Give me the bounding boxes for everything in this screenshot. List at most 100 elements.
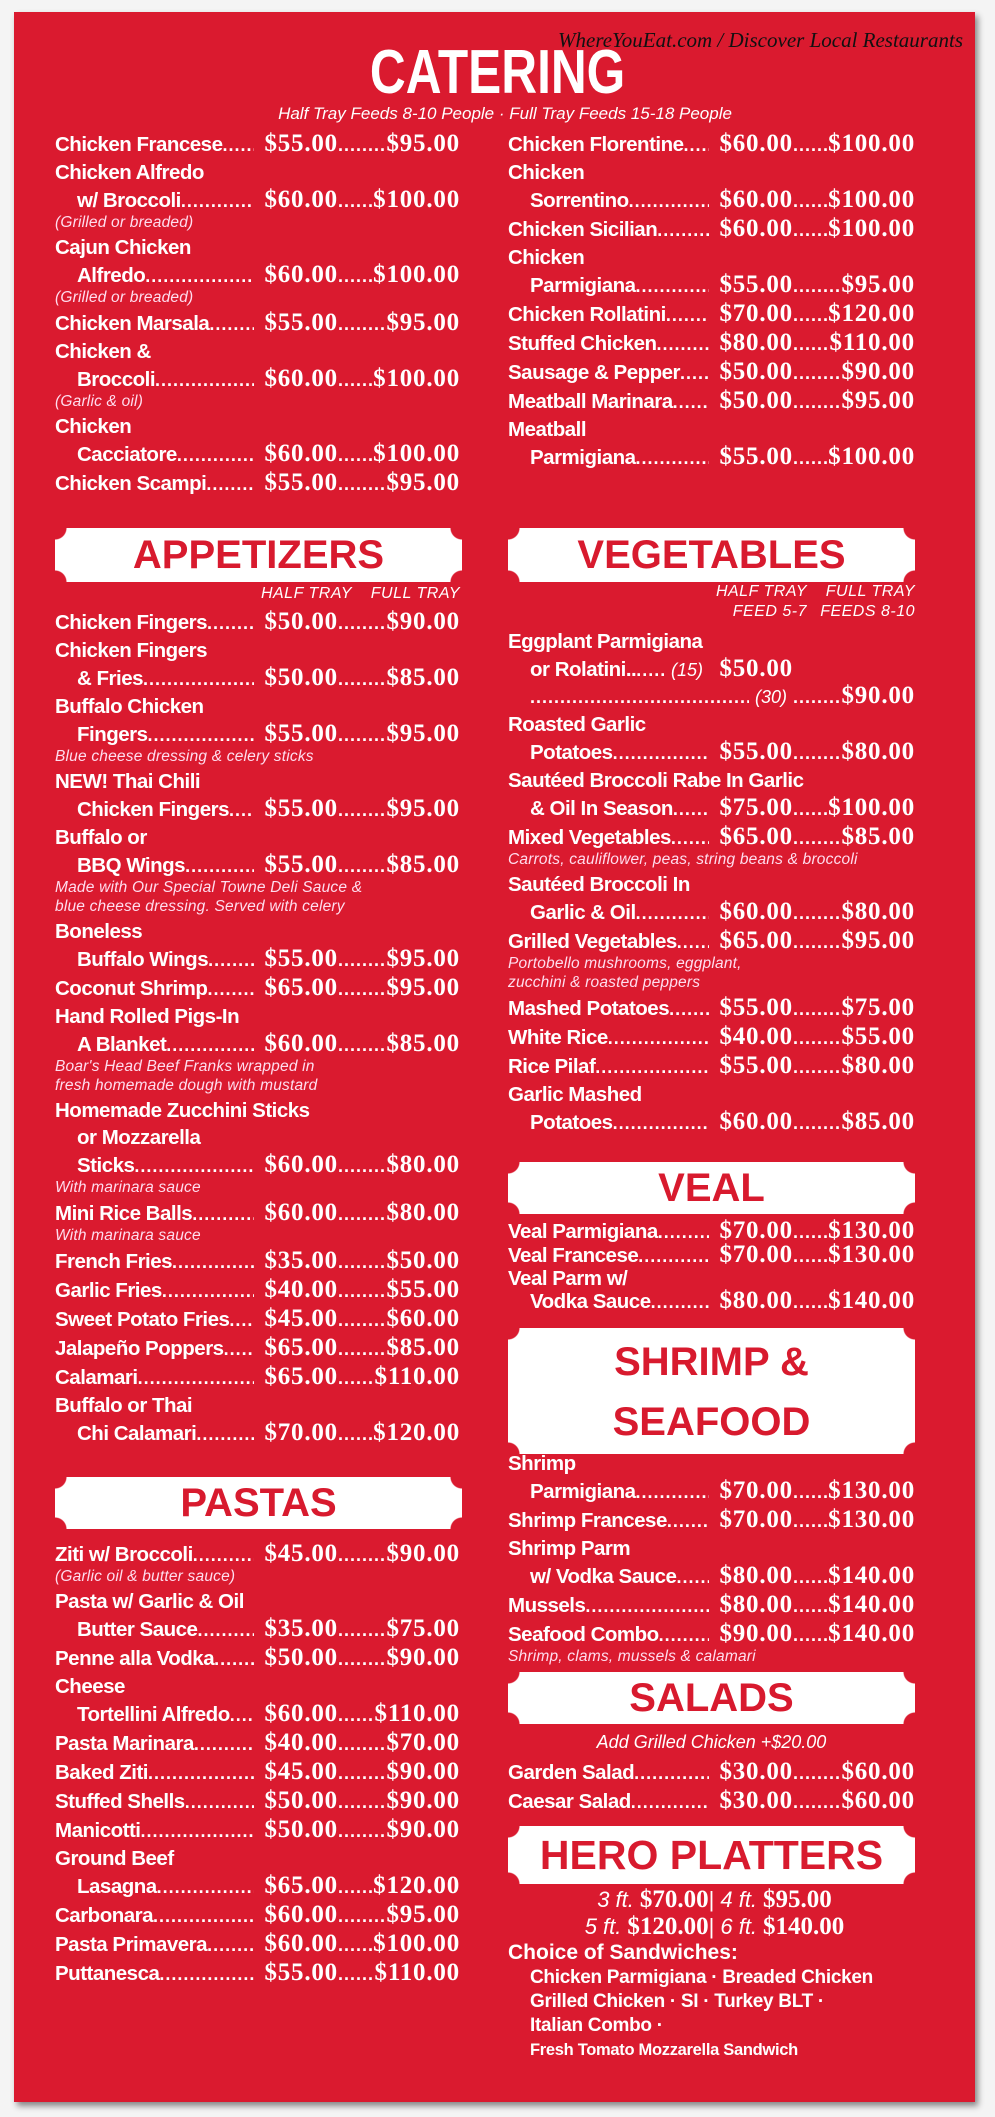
item-name: Cajun Chicken <box>55 236 191 259</box>
hero-prices: 3 ft. $70.00| 4 ft. $95.00 5 ft. $120.00| 6 ft… <box>508 1886 915 1940</box>
page-title: CATERING <box>369 38 626 107</box>
dot-leader <box>140 1818 254 1845</box>
half-tray-price: $40.00 <box>264 1276 338 1303</box>
full-tray-column: $110.00 <box>338 1700 460 1729</box>
full-tray-column: $90.00 <box>793 358 915 387</box>
item-description: zucchini & roasted peppers <box>508 974 701 991</box>
half-tray-price: $60.00 <box>719 1108 793 1135</box>
full-tray-price: $100.00 <box>373 365 460 392</box>
menu-item: Calamari $65.00 $110.00 <box>55 1363 460 1390</box>
item-quantity: (15) <box>670 660 703 680</box>
menu-item-row: Buffalo or Thai <box>55 1392 460 1419</box>
menu-item: Chicken & Broccoli $60.00 $100.00 (Garlic & … <box>55 338 460 411</box>
menu-item-row: Fingers $55.00 $95.00 <box>55 720 460 747</box>
menu-item: Pasta w/ Garlic & Oil Butter Sauce $35.00 $… <box>55 1588 460 1642</box>
menu-item-row: Chicken Sicilian $60.00 $100.00 <box>508 215 915 242</box>
item-description: Carrots, cauliflower, peas, string beans… <box>508 851 858 868</box>
menu-item: Homemade Zucchini Sticks or Mozzarella Sti… <box>55 1097 460 1197</box>
menu-item-row: Stuffed Chicken $80.00 $110.00 <box>508 329 915 356</box>
half-tray-price: $90.00 <box>719 1620 793 1647</box>
item-name: Baked Ziti <box>55 1761 148 1784</box>
half-tray-price: $60.00 <box>264 186 338 213</box>
menu-item: Chicken Florentine $60.00 $100.00 <box>508 130 915 157</box>
platter-size: 4 ft. <box>720 1887 758 1912</box>
dot-leader <box>338 1278 386 1305</box>
dot-leader <box>338 1421 373 1448</box>
dot-leader <box>196 1421 254 1448</box>
half-tray-price: $80.00 <box>719 1562 793 1589</box>
menu-item: Roasted Garlic Potatoes $55.00 $80.00 <box>508 711 915 765</box>
item-name: Pasta Primavera <box>55 1933 208 1956</box>
item-description: Made with Our Special Towne Deli Sauce & <box>55 879 363 896</box>
dot-leader <box>793 684 841 711</box>
menu-item: Chicken Fingers & Fries $50.00 $85.00 <box>55 637 460 691</box>
half-tray-price: $65.00 <box>264 1872 338 1899</box>
item-description: blue cheese dressing. Served with celery <box>55 898 345 915</box>
full-tray-column: $80.00 <box>793 1052 915 1081</box>
item-name: Chicken <box>508 246 585 269</box>
item-name: Grilled Vegetables <box>508 930 677 953</box>
platter-size: 6 ft. <box>720 1914 758 1939</box>
item-description: With marinara sauce <box>55 1179 201 1196</box>
half-tray-price: $60.00 <box>719 130 793 157</box>
dot-leader <box>338 947 386 974</box>
dot-leader <box>793 1221 828 1243</box>
menu-item: Baked Ziti $45.00 $90.00 <box>55 1758 460 1785</box>
seafood-header-line: SEAFOOD <box>612 1400 811 1444</box>
dot-leader <box>530 684 749 711</box>
menu-item-row: Chicken Marsala $55.00 $95.00 <box>55 309 460 336</box>
half-tray-price: $50.00 <box>719 387 793 414</box>
vegetables-feed-labels: FEED 5-7 FEEDS 8-10 <box>508 602 915 622</box>
full-tray-price: $95.00 <box>386 309 460 336</box>
item-name: Cheese <box>55 1675 125 1698</box>
item-name: Shrimp Francese <box>508 1509 667 1532</box>
dot-leader <box>224 1336 254 1363</box>
vegetables-list: Eggplant Parmigiana or Rolatini.. (15) $50.… <box>508 626 915 1135</box>
item-name: Manicotti <box>55 1819 141 1842</box>
dot-leader <box>338 1760 386 1787</box>
menu-item-row: Meatball <box>508 416 915 443</box>
dot-leader <box>229 797 254 824</box>
menu-item-row: Chicken <box>55 413 460 440</box>
menu-item-row: Cheese <box>55 1673 460 1700</box>
dot-leader <box>793 1291 828 1313</box>
menu-item: Eggplant Parmigiana or Rolatini.. (15) $50.… <box>508 628 915 709</box>
item-name: Butter Sauce <box>77 1618 198 1641</box>
dot-leader <box>185 1789 254 1816</box>
item-name: or Rolatini.. <box>530 658 637 681</box>
item-name: Chicken <box>55 415 132 438</box>
half-tray-price: $55.00 <box>264 1959 338 1986</box>
dot-leader <box>338 1201 386 1228</box>
dot-leader <box>338 1903 386 1930</box>
menu-item-row: Ziti w/ Broccoli $45.00 $90.00 <box>55 1540 460 1567</box>
item-description: Blue cheese dressing & celery sticks <box>55 748 314 765</box>
full-tray-price: $60.00 <box>841 1787 915 1814</box>
item-name: Meatball Marinara <box>508 390 673 413</box>
item-name: A Blanket <box>77 1033 167 1056</box>
menu-item-row: or Rolatini.. (15) $50.00 <box>508 655 915 682</box>
full-tray-column: $130.00 <box>793 1506 915 1535</box>
menu-item-row: Hand Rolled Pigs-In <box>55 1003 460 1030</box>
dot-leader <box>793 302 828 329</box>
item-name: Mixed Vegetables <box>508 826 671 849</box>
pastas-list: Ziti w/ Broccoli $45.00 $90.00 (Garlic oil … <box>55 1538 460 1986</box>
menu-item-row: White Rice $40.00 $55.00 <box>508 1023 915 1050</box>
full-tray-column: $120.00 <box>338 1872 460 1901</box>
item-name: Sausage & Pepper <box>508 361 681 384</box>
dot-leader <box>145 263 254 290</box>
menu-item-row: Broccoli $60.00 $100.00 <box>55 365 460 392</box>
full-tray-price: $90.00 <box>386 1758 460 1785</box>
full-tray-column: $85.00 <box>338 851 460 880</box>
item-name: Pasta Marinara <box>55 1732 194 1755</box>
menu-item-row: Rice Pilaf $55.00 $80.00 <box>508 1052 915 1079</box>
menu-item-row: Ground Beef <box>55 1845 460 1872</box>
full-tray-price: $70.00 <box>386 1729 460 1756</box>
dot-leader <box>793 1760 841 1787</box>
full-tray-price: $80.00 <box>386 1151 460 1178</box>
half-tray-price: $70.00 <box>719 1241 793 1268</box>
item-description: (Grilled or breaded) <box>55 289 194 306</box>
dot-leader <box>793 389 841 416</box>
dot-leader <box>338 1818 386 1845</box>
full-tray-column: $85.00 <box>793 1108 915 1137</box>
